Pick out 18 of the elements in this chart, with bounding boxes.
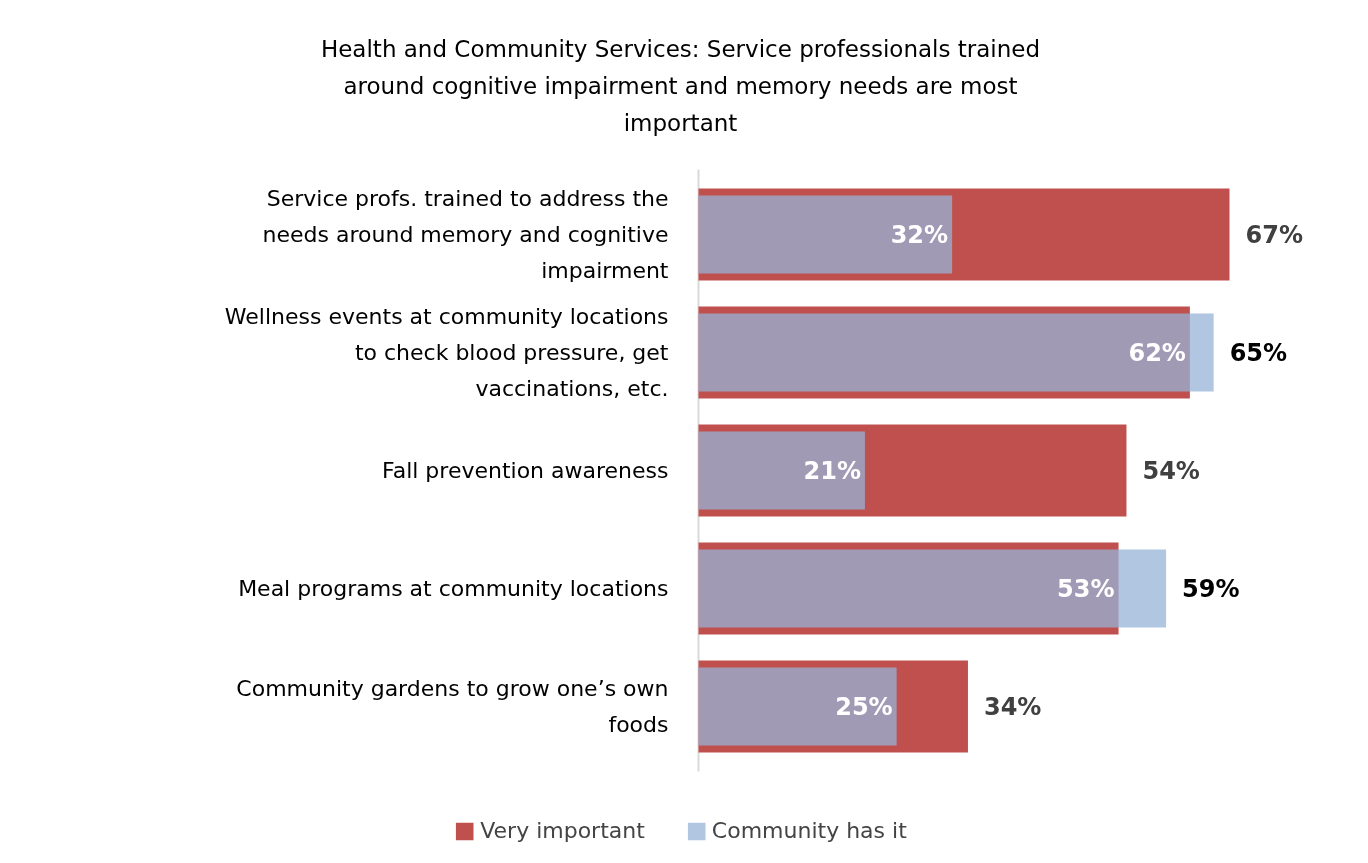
data-label: 34% (983, 692, 1042, 721)
data-label: 25% (835, 692, 893, 721)
data-label: 62% (1128, 338, 1186, 367)
data-label: 59% (1182, 574, 1240, 603)
y-tick-label: Community gardens to grow one’s own foods (236, 676, 669, 737)
legend-label: Very important (480, 818, 645, 843)
y-tick-label: Meal programs at community locations (238, 576, 669, 601)
data-label: 53% (1057, 574, 1115, 603)
y-tick-label: Fall prevention awareness (382, 458, 669, 483)
data-label: 67% (1245, 220, 1303, 249)
y-tick-label: Service profs. trained to address the needs around memory and cognitive impairment (262, 186, 669, 283)
data-label: 65% (1229, 338, 1288, 367)
legend-label: Community has it (711, 818, 907, 843)
data-label: 21% (803, 456, 861, 485)
chart-title: Health and Community Services: Service professionals trained around cognitive impairment and memory needs are most important (320, 35, 1041, 136)
y-tick-label: Wellness events at community locations to check blood pressure, get vaccinations, etc. (224, 304, 669, 401)
data-label: 54% (1142, 456, 1200, 485)
data-label: 32% (890, 220, 949, 249)
